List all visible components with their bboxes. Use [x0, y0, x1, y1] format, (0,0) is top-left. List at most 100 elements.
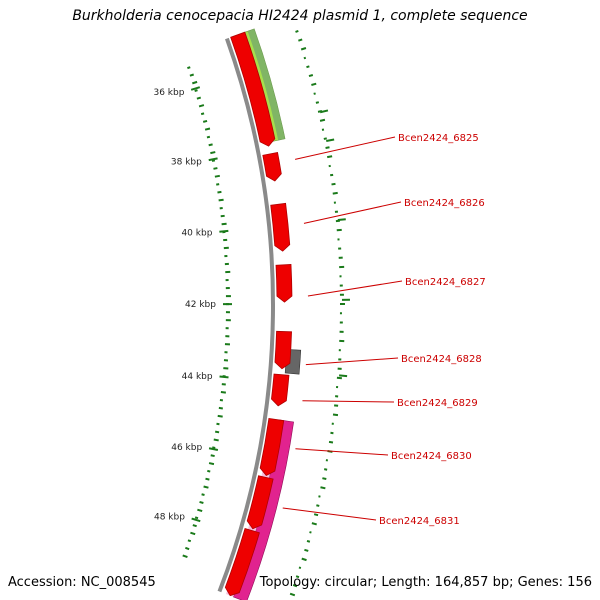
gc-dot [300, 47, 307, 51]
gc-dot [194, 516, 199, 520]
gc-content-track [182, 30, 350, 597]
gc-dot [220, 391, 226, 394]
gc-dot [192, 524, 197, 528]
gc-dot [325, 146, 330, 149]
gc-dot [218, 198, 224, 202]
gc-dot [201, 493, 205, 496]
scale-tick [219, 375, 229, 379]
gc-dot [306, 539, 311, 543]
gc-dot [316, 504, 320, 507]
gc-dot [331, 182, 336, 186]
scale-tick [219, 229, 229, 233]
gc-dot [303, 56, 307, 60]
gc-dot [217, 414, 223, 418]
gc-dot [298, 566, 302, 570]
gc-dot [202, 119, 208, 123]
gc-dot [210, 151, 216, 155]
gc-dot [189, 73, 195, 77]
gc-dot [211, 159, 216, 162]
map-title: Burkholderia cenocepacia HI2424 plasmid … [72, 8, 528, 24]
gene-label: Bcen2424_6827 [405, 277, 486, 288]
gc-dot [199, 500, 204, 504]
scale-ticks: 36 kbp 38 kbp 40 kbp 42 kbp 44 kbp 46 kbp 48 k… [153, 86, 233, 523]
gc-dot [328, 440, 334, 444]
gc-dot [308, 74, 314, 78]
scale-tick [190, 86, 201, 91]
gc-dot [204, 127, 211, 131]
scale-tick-label: 42 kbp [185, 300, 216, 310]
gene-label: Bcen2424_6825 [398, 133, 479, 144]
scale-tick [191, 517, 201, 523]
gc-dot [217, 190, 222, 194]
gene-arrow [259, 417, 285, 476]
gc-dot [295, 30, 299, 33]
gene-label: Bcen2424_6831 [379, 516, 460, 527]
gene-label-leader [295, 448, 389, 456]
gene-label: Bcen2424_6828 [401, 354, 482, 365]
gc-dash [339, 374, 348, 378]
gc-dot [208, 462, 215, 466]
gc-dot [332, 413, 339, 417]
scale-tick-label: 44 kbp [182, 372, 213, 382]
gc-dot [301, 557, 307, 562]
gene-arrow [262, 152, 282, 182]
gene-arrow [230, 31, 276, 147]
gc-dot [315, 101, 320, 104]
gene-label-leader [294, 136, 396, 160]
gc-dot [295, 575, 300, 579]
gc-dot [306, 65, 310, 69]
feature-band-green-outer [247, 28, 286, 141]
gene-arrow [246, 475, 274, 530]
gene-track [224, 31, 293, 597]
gene-label-leader [302, 400, 395, 403]
gc-dot [320, 486, 326, 490]
gc-dot [208, 143, 213, 147]
gc-dot [213, 438, 219, 442]
gene-label: Bcen2424_6830 [391, 451, 472, 462]
gc-dash [319, 109, 329, 114]
gc-dot [187, 539, 192, 543]
scale-tick-label: 46 kbp [171, 443, 202, 453]
accession-text: Accession: NC_008545 [8, 575, 156, 590]
scale-tick-label: 38 kbp [171, 157, 202, 167]
gene-arrow [271, 373, 290, 407]
gene-label-leader [305, 357, 399, 366]
gc-dot [198, 104, 205, 108]
gc-dot [319, 118, 326, 122]
gene-label: Bcen2424_6826 [404, 198, 485, 209]
gc-dot [187, 66, 191, 70]
gc-dot [214, 174, 220, 178]
gene-label: Bcen2424_6829 [397, 398, 478, 409]
gc-dot [304, 548, 309, 552]
gc-dot [298, 38, 303, 42]
gene-arrow [270, 202, 291, 252]
gene-label-leader [282, 507, 377, 521]
gc-dot [197, 508, 203, 513]
gc-dot [289, 592, 296, 597]
scale-tick-label: 48 kbp [154, 513, 185, 523]
summary-text: Topology: circular; Length: 164,857 bp; … [259, 575, 592, 590]
gc-dash [337, 218, 346, 222]
gc-dot [207, 469, 211, 473]
scale-tick [208, 157, 218, 162]
gc-dot [194, 89, 198, 92]
gene-arrow [274, 330, 292, 370]
gc-dot [311, 82, 317, 86]
gc-dot [323, 468, 328, 471]
gc-dot [221, 222, 227, 226]
gc-dot [327, 155, 333, 159]
gc-dot [203, 485, 209, 489]
gc-dot [210, 454, 215, 458]
gc-dot [190, 531, 196, 536]
scale-tick-label: 36 kbp [153, 88, 184, 98]
gc-dot [309, 531, 312, 534]
scale-tick [208, 447, 219, 451]
gc-dot [200, 112, 205, 116]
gc-dot [196, 96, 202, 100]
backbone-ring [217, 37, 275, 593]
gene-label-leader [303, 201, 402, 224]
gc-dot [192, 80, 198, 85]
gc-dot [215, 430, 220, 434]
